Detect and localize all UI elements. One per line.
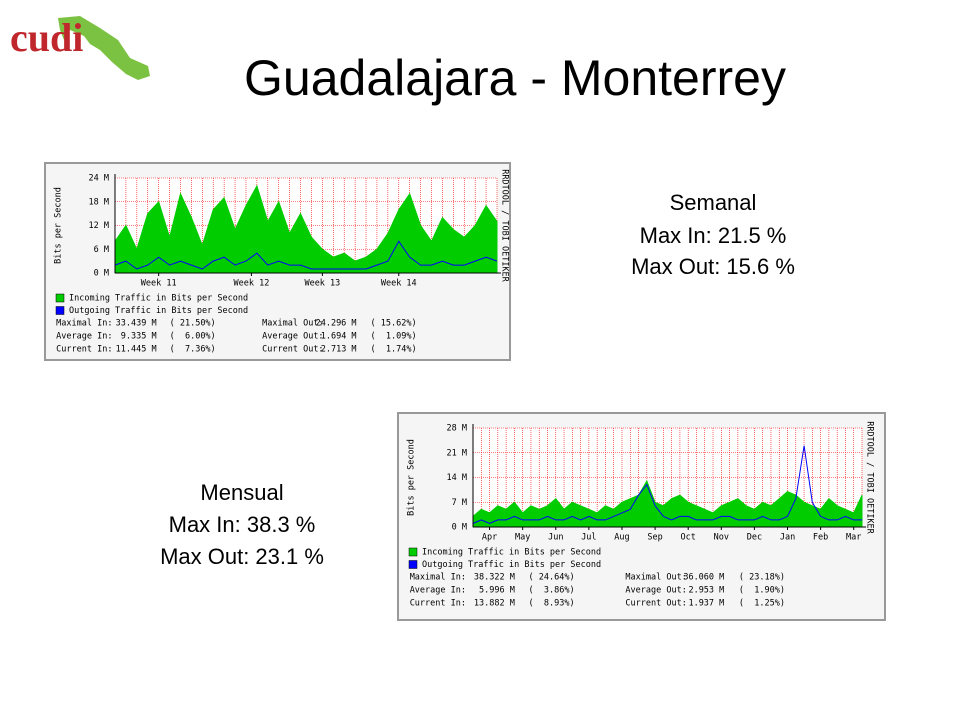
stat-text: 24.296 M <box>316 319 357 329</box>
caption: Max Out: 23.1 % <box>160 544 324 569</box>
x-tick-label: Jul <box>581 533 596 543</box>
x-tick-label: Mar <box>846 533 861 543</box>
stat-text: 38.322 M <box>474 573 515 583</box>
stat-text: 2.953 M <box>688 586 724 596</box>
stat-text: ( 24.64%) <box>529 573 575 583</box>
y-tick-label: 12 M <box>89 221 109 231</box>
stat-text: 9.335 M <box>121 332 157 342</box>
stat-text: Maximal In: <box>56 319 112 329</box>
stat-text: Maximal Out: <box>625 573 686 583</box>
legend-label: Incoming Traffic in Bits per Second <box>69 294 248 304</box>
stat-text: ( 15.62%) <box>371 319 417 329</box>
legend-label: Incoming Traffic in Bits per Second <box>422 548 601 558</box>
y-tick-label: 14 M <box>447 473 467 483</box>
x-tick-label: Week 12 <box>234 279 270 289</box>
stat-text: ( 8.93%) <box>529 599 575 609</box>
stat-text: ( 21.50%) <box>170 319 216 329</box>
x-tick-label: Jun <box>548 533 563 543</box>
stat-text: Average Out: <box>625 586 686 596</box>
stat-text: Average In: <box>410 586 466 596</box>
y-tick-label: 28 M <box>447 424 467 434</box>
caption: Semanal <box>670 190 757 215</box>
mrtg-graph: 0 M 6 M 12 M 18 M 24 M Week 11 Week 12 Week 13 W… <box>44 162 511 361</box>
x-tick-label: Jan <box>780 533 795 543</box>
x-tick-label: Nov <box>714 533 729 543</box>
logo-text: cudi <box>10 15 83 60</box>
stat-text: ( 1.25%) <box>739 599 785 609</box>
stat-text: Average Out: <box>262 332 323 342</box>
outgoing-line <box>472 445 862 525</box>
stat-text: ( 7.36%) <box>170 345 216 355</box>
y-tick-label: 21 M <box>447 448 467 458</box>
stat-text: ( 6.00%) <box>170 332 216 342</box>
y-axis-label: Bits per Second <box>407 439 417 516</box>
legend-label: Outgoing Traffic in Bits per Second <box>69 306 248 316</box>
stat-text: ( 23.18%) <box>739 573 785 583</box>
stat-text: Current Out: <box>625 599 686 609</box>
x-tick-label: Week 11 <box>141 279 177 289</box>
stat-text: ( 1.90%) <box>739 586 785 596</box>
x-tick-label: Feb <box>813 533 828 543</box>
stat-text: ( 1.74%) <box>371 345 417 355</box>
incoming-area <box>472 479 863 528</box>
slide-title: Guadalajara - Monterrey <box>244 50 786 106</box>
side-text: RRDTOOL / TOBI OETIKER <box>865 421 875 534</box>
y-tick-label: 0 M <box>94 269 109 279</box>
y-tick-label: 0 M <box>452 523 467 533</box>
legend-swatch <box>408 547 418 557</box>
x-tick-label: Dec <box>747 533 762 543</box>
caption: Max In: 21.5 % <box>640 223 787 248</box>
mrtg-graph: 0 M 7 M 14 M 21 M 28 M Apr May Jun Jul Aug Sep Oct N… <box>397 412 886 621</box>
stat-text: 11.445 M <box>116 345 157 355</box>
caption: Mensual <box>200 480 283 505</box>
y-tick-label: 7 M <box>452 498 467 508</box>
stat-text: 13.882 M <box>474 599 515 609</box>
y-tick-label: 24 M <box>89 174 109 184</box>
stat-text: 2.713 M <box>321 345 357 355</box>
stat-text: 36.060 M <box>683 573 724 583</box>
legend-swatch <box>55 293 65 303</box>
y-axis-label: Bits per Second <box>54 187 64 264</box>
logo: cudi <box>10 15 150 80</box>
stat-text: 1.694 M <box>321 332 357 342</box>
legend-swatch <box>408 560 418 569</box>
stat-text: Current In: <box>56 345 112 355</box>
stat-text: 5.996 M <box>479 586 515 596</box>
stat-text: Maximal In: <box>410 573 466 583</box>
y-tick-label: 6 M <box>94 245 109 255</box>
incoming-area <box>114 184 498 274</box>
logo-map <box>58 16 150 80</box>
x-tick-label: Apr <box>482 533 497 543</box>
caption: Max Out: 15.6 % <box>631 254 795 279</box>
stat-text: 33.439 M <box>116 319 157 329</box>
caption: Max In: 38.3 % <box>169 512 316 537</box>
x-tick-label: Oct <box>681 533 696 543</box>
x-tick-label: Week 14 <box>381 279 417 289</box>
stat-text: ( 1.09%) <box>371 332 417 342</box>
x-tick-label: Aug <box>614 533 629 543</box>
side-text: RRDTOOL / TOBI OETIKER <box>500 169 510 282</box>
stat-text: Maximal Out: <box>262 319 323 329</box>
y-tick-label: 18 M <box>89 197 109 207</box>
x-tick-label: Week 13 <box>304 279 340 289</box>
stat-text: Average In: <box>56 332 112 342</box>
stat-text: Current In: <box>410 599 466 609</box>
legend-swatch <box>55 306 65 315</box>
stat-text: ( 3.86%) <box>529 586 575 596</box>
stat-text: Current Out: <box>262 345 323 355</box>
stat-text: 1.937 M <box>688 599 724 609</box>
x-tick-label: Sep <box>647 533 662 543</box>
x-tick-label: May <box>515 533 530 543</box>
legend-label: Outgoing Traffic in Bits per Second <box>422 560 601 570</box>
outgoing-line <box>114 240 498 270</box>
